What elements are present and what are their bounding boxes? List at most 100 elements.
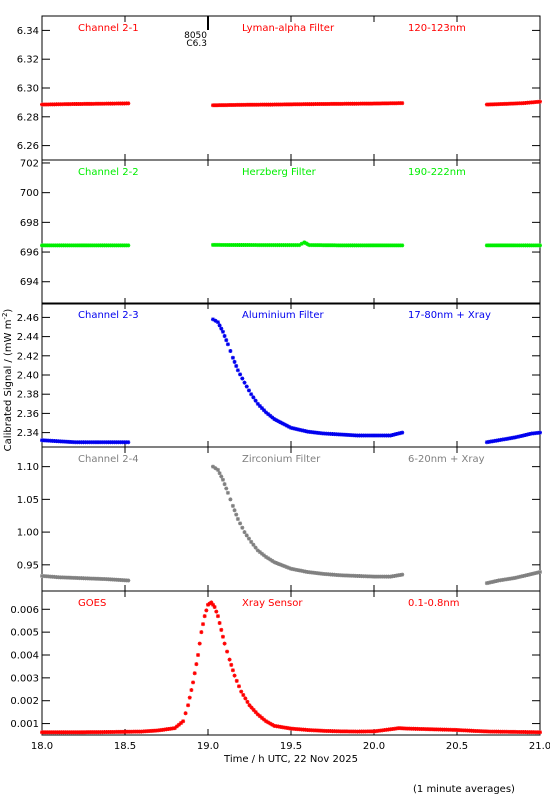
data-point bbox=[311, 728, 316, 733]
data-point bbox=[235, 517, 240, 521]
data-point bbox=[349, 729, 354, 734]
data-point bbox=[533, 571, 538, 575]
data-point bbox=[100, 576, 105, 581]
data-point bbox=[219, 474, 224, 479]
data-point bbox=[284, 423, 289, 428]
data-point bbox=[255, 401, 260, 406]
data-point bbox=[295, 727, 300, 732]
data-point bbox=[369, 729, 374, 734]
data-point bbox=[46, 102, 51, 107]
data-point bbox=[533, 243, 538, 248]
data-point bbox=[488, 243, 493, 248]
data-point bbox=[363, 433, 368, 438]
data-point bbox=[276, 419, 281, 424]
data-point bbox=[527, 730, 532, 735]
data-point bbox=[48, 438, 53, 443]
data-point bbox=[305, 727, 310, 732]
data-point bbox=[324, 572, 329, 577]
data-point bbox=[432, 727, 437, 732]
band-label: 120-123nm bbox=[408, 23, 466, 34]
data-point bbox=[58, 439, 63, 444]
data-point bbox=[210, 103, 215, 108]
data-point bbox=[268, 721, 273, 726]
data-point bbox=[87, 576, 92, 581]
data-point bbox=[295, 427, 300, 432]
data-point bbox=[481, 729, 486, 734]
y-tick-label: 702 bbox=[20, 158, 39, 169]
data-point bbox=[172, 726, 177, 731]
data-point bbox=[386, 101, 391, 106]
data-point bbox=[249, 392, 254, 397]
data-point bbox=[217, 323, 222, 328]
data-point bbox=[276, 561, 281, 566]
data-point bbox=[315, 728, 320, 733]
data-point bbox=[257, 714, 262, 719]
data-point bbox=[212, 605, 217, 609]
data-point bbox=[513, 101, 518, 106]
data-point bbox=[513, 729, 518, 734]
data-point bbox=[400, 243, 405, 248]
data-point bbox=[382, 433, 387, 438]
y-tick-label: 0.006 bbox=[10, 605, 39, 616]
data-point bbox=[259, 715, 264, 720]
data-point bbox=[179, 721, 184, 725]
data-point bbox=[506, 729, 511, 734]
data-point bbox=[386, 243, 391, 248]
data-point bbox=[400, 101, 405, 106]
data-point bbox=[85, 576, 90, 581]
data-point bbox=[251, 243, 256, 248]
data-point bbox=[54, 575, 59, 580]
data-point bbox=[513, 243, 518, 248]
y-tick-label: 694 bbox=[20, 277, 39, 288]
data-point bbox=[396, 101, 401, 106]
data-point bbox=[357, 574, 362, 579]
data-point bbox=[302, 240, 307, 245]
data-point bbox=[222, 482, 227, 487]
y-tick-label: 2.38 bbox=[17, 390, 39, 401]
flare-event-class: C6.3 bbox=[186, 39, 207, 49]
data-point bbox=[284, 725, 289, 730]
y-tick-label: 2.40 bbox=[17, 371, 39, 382]
data-point bbox=[225, 490, 230, 495]
x-tick-label: 18.0 bbox=[31, 741, 53, 752]
data-point bbox=[197, 641, 202, 646]
data-point bbox=[392, 101, 397, 106]
data-point bbox=[223, 242, 228, 247]
data-point bbox=[164, 727, 169, 732]
panel-4: 0.95 1.00 1.05 1.10 Channel 2-4 Zirconium Fil… bbox=[17, 446, 542, 592]
data-point bbox=[251, 542, 256, 547]
data-point bbox=[502, 437, 507, 442]
data-point bbox=[351, 433, 356, 438]
data-point bbox=[340, 432, 345, 437]
data-point bbox=[266, 556, 271, 561]
data-point bbox=[289, 726, 293, 731]
data-point bbox=[229, 242, 234, 247]
data-point bbox=[533, 730, 538, 735]
data-point bbox=[398, 243, 403, 248]
data-point bbox=[297, 243, 302, 248]
data-point bbox=[390, 101, 395, 106]
data-point bbox=[192, 671, 197, 676]
data-point bbox=[318, 431, 323, 436]
data-point bbox=[531, 100, 536, 105]
x-tick-label: 21.0 bbox=[529, 741, 550, 752]
x-tick-label: 19.5 bbox=[280, 741, 302, 752]
data-point bbox=[104, 440, 109, 445]
data-point bbox=[498, 437, 503, 442]
data-point bbox=[538, 430, 542, 435]
data-point bbox=[210, 317, 215, 322]
flare-event-number: 8050 bbox=[184, 31, 207, 41]
data-point bbox=[73, 440, 78, 445]
data-point bbox=[527, 432, 532, 437]
data-point bbox=[519, 101, 524, 106]
data-point bbox=[253, 398, 258, 403]
data-point bbox=[154, 728, 159, 733]
data-point bbox=[225, 242, 230, 247]
data-point bbox=[293, 426, 298, 431]
data-point bbox=[297, 427, 302, 432]
data-point bbox=[62, 575, 67, 580]
data-point bbox=[262, 717, 267, 722]
data-point bbox=[388, 101, 393, 106]
data-point bbox=[384, 101, 389, 106]
data-point bbox=[340, 729, 345, 734]
